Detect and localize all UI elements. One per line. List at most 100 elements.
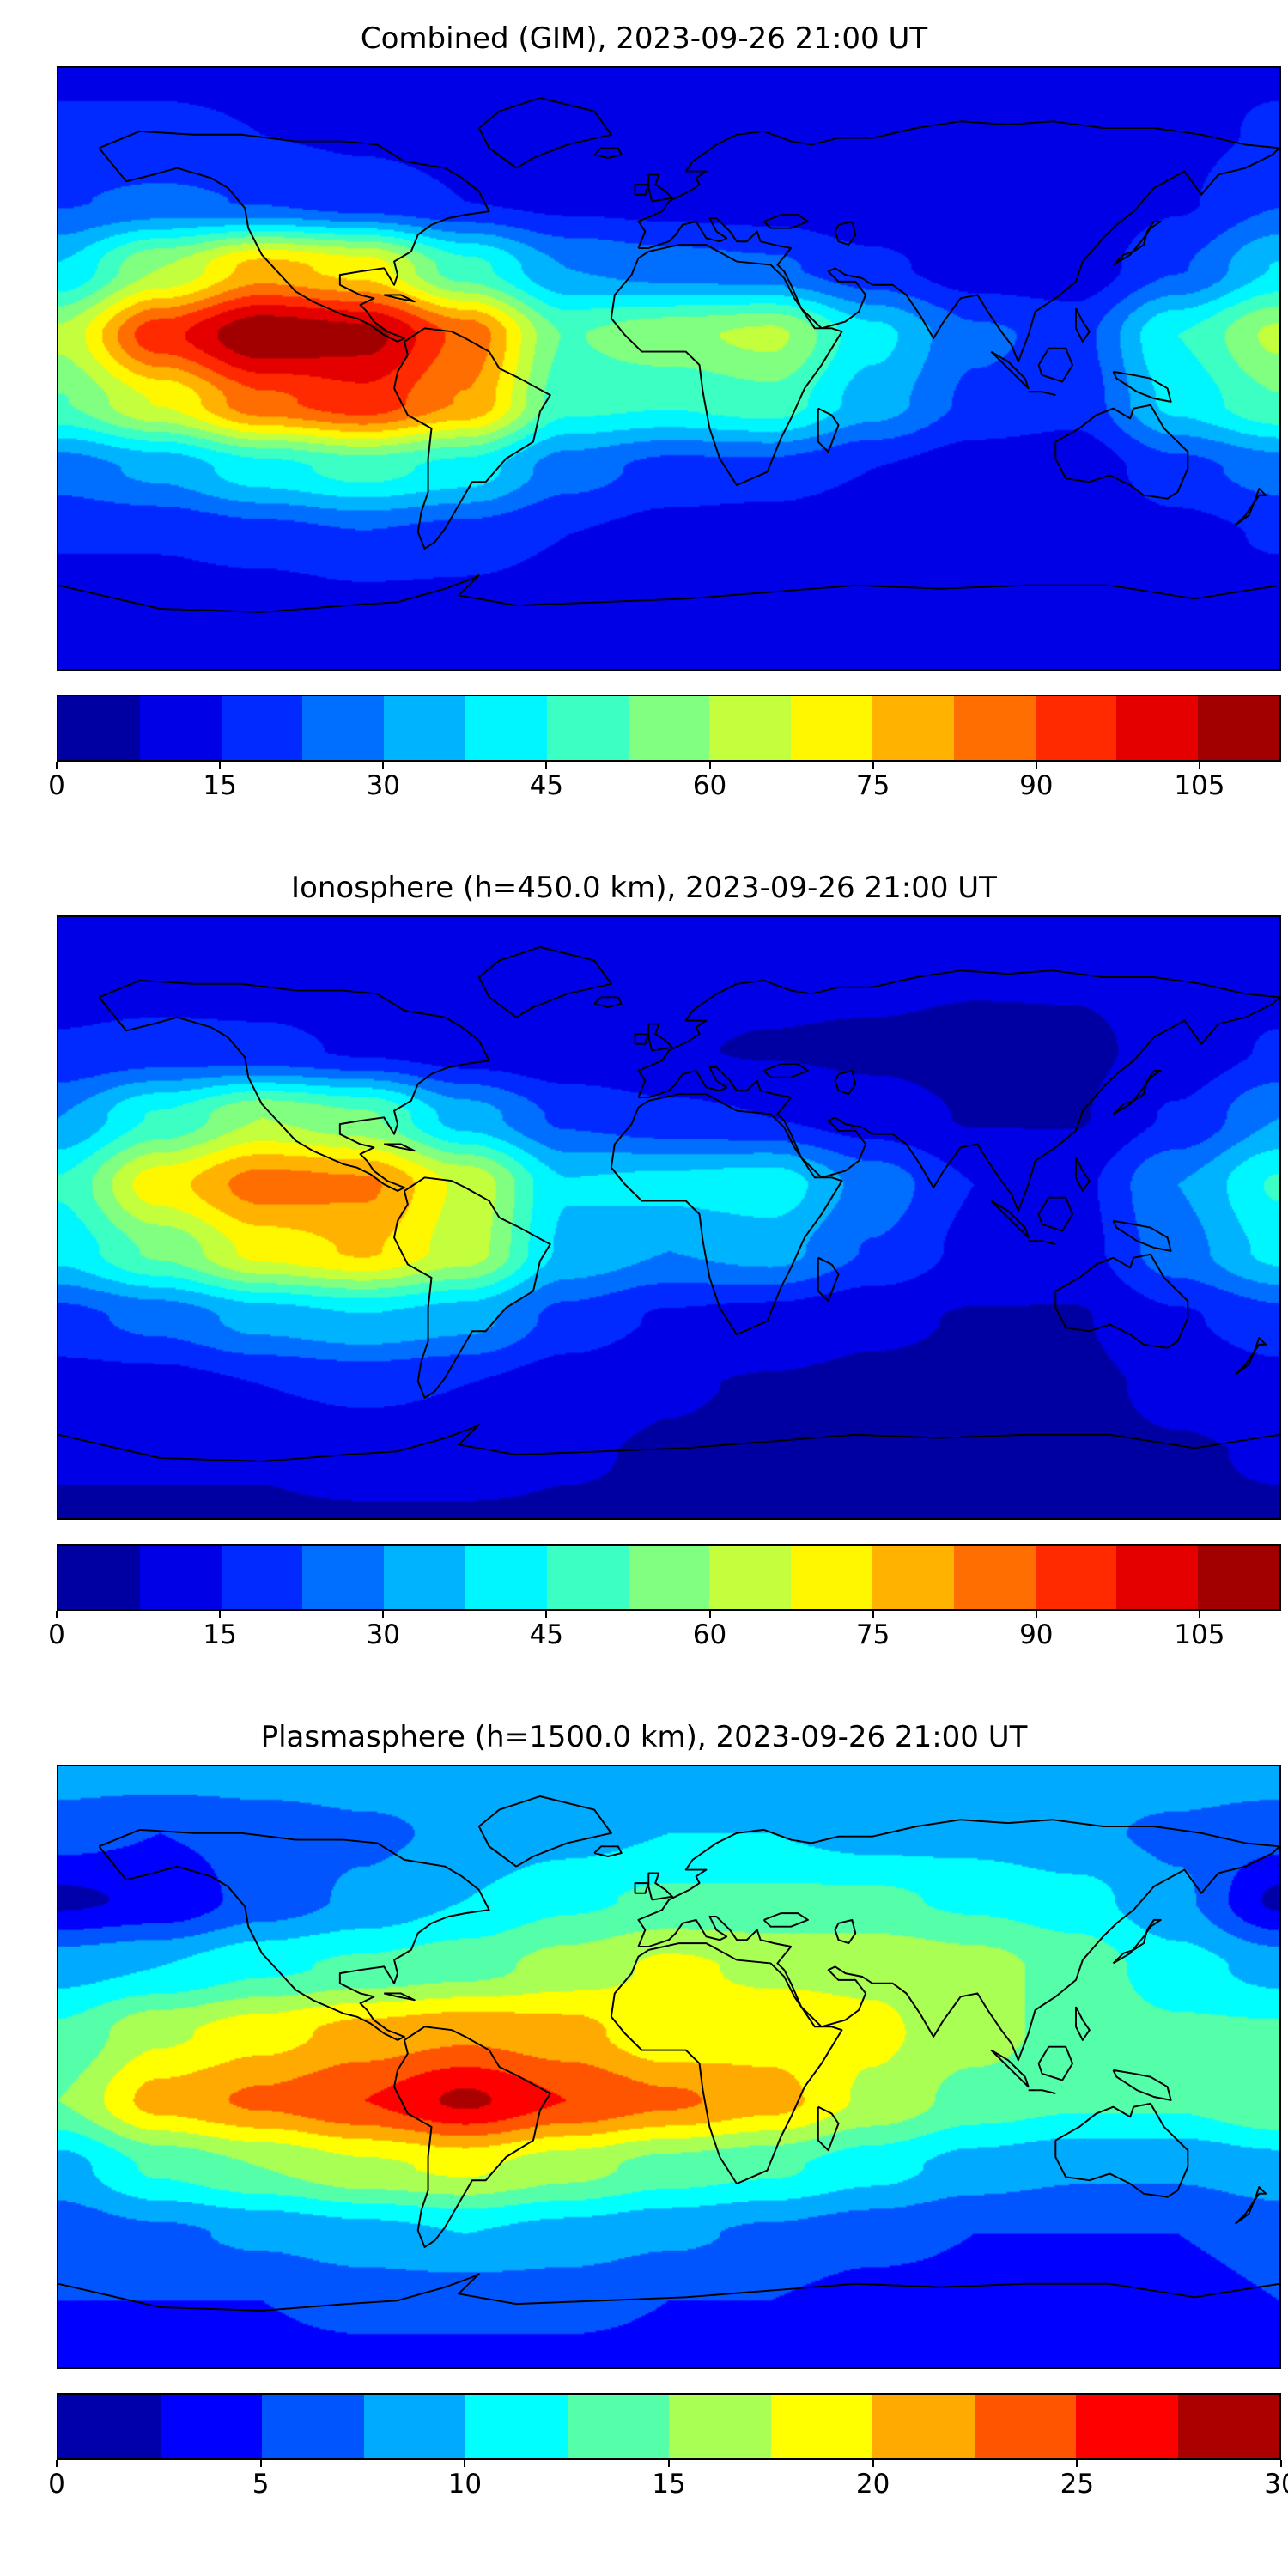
colorbar-segment [384,696,465,761]
coastlines [58,946,1279,1463]
colorbar-tick-mark [219,1611,222,1619]
colorbar-tick-label: 75 [855,1619,890,1651]
colorbar-segment [1198,1546,1279,1610]
colorbar-ionosphere: 0 15 30 45 60 75 90 105 [48,1544,1281,1654]
panel-ionosphere: Ionosphere (h=450.0 km), 2023-09-26 21:0… [0,871,1288,1654]
colorbar-tick-label: 75 [855,770,890,802]
panel-title-combined: Combined (GIM), 2023-09-26 21:00 UT [360,21,928,56]
colorbar-tick-label: 0 [48,1619,65,1651]
colorbar-tick-mark [1198,1611,1200,1619]
colorbar-segment [139,1546,222,1610]
colorbar-tick-label: 15 [203,1619,237,1651]
colorbar-tick-label: 60 [692,770,727,802]
colorbar-tick-label: 0 [48,2469,65,2500]
colorbar-segment [465,2395,568,2459]
colorbar-tick-label: 30 [1264,2469,1288,2500]
coastline-overlay [58,946,1279,1463]
colorbar-segment [465,1546,547,1610]
colorbar-tick-label: 45 [529,770,564,802]
colorbar-segment [302,1546,385,1610]
colorbar-segment [1116,1546,1199,1610]
colorbar-tick-mark [872,2460,874,2468]
colorbar-tick-mark [1198,762,1200,769]
panel-plasmasphere: Plasmasphere (h=1500.0 km), 2023-09-26 2… [0,1721,1288,2503]
colorbar-segment [262,2395,364,2459]
coastline-overlay [58,97,1279,613]
colorbar-tick-mark [668,2460,670,2468]
colorbar-segment [58,1546,140,1610]
colorbar-tick-mark [545,762,548,769]
colorbar-segment [628,1546,710,1610]
colorbar-tick-label: 5 [252,2469,270,2500]
colorbar-segment [628,696,710,761]
colorbar-gradient [57,2393,1281,2461]
colorbar-segment [872,696,954,761]
colorbar-tick-mark [1035,1611,1037,1619]
colorbar-tick-label: 15 [652,2469,686,2500]
colorbar-segment [139,696,222,761]
panel-title-plasmasphere: Plasmasphere (h=1500.0 km), 2023-09-26 2… [260,1720,1028,1755]
map-plasmasphere [57,1765,1281,2370]
colorbar-segment [953,1546,1036,1610]
colorbar-gradient [57,1544,1281,1612]
colorbar-segment [709,1546,792,1610]
panel-combined-gim: Combined (GIM), 2023-09-26 21:00 UT 0 15 3… [0,21,1288,805]
colorbar-tick-mark [464,2460,466,2468]
colorbar-tick-label: 15 [203,770,237,802]
colorbar-tick-label: 30 [366,1619,400,1651]
map-ionosphere [57,915,1281,1521]
colorbar-tick-mark [382,1611,385,1619]
colorbar-tick-mark [219,762,222,769]
colorbar-tick-label: 0 [48,770,65,802]
colorbar-segment [1198,696,1279,761]
colorbar-segment [770,2395,872,2459]
colorbar-tick-mark [56,2460,58,2468]
colorbar-segment [872,2395,975,2459]
colorbar-segment [221,1546,303,1610]
colorbar-segment [160,2395,262,2459]
colorbar-tick-row: 0 15 30 45 60 75 90 105 [48,762,1281,805]
colorbar-segment [669,2395,771,2459]
colorbar-segment [567,2395,669,2459]
colorbar-tick-label: 20 [855,2469,890,2500]
colorbar-segment [58,696,140,761]
colorbar-tick-row: 0 15 30 45 60 75 90 105 [48,1611,1281,1654]
colorbar-segment [221,696,303,761]
colorbar-tick-label: 90 [1019,1619,1054,1651]
colorbar-tick-label: 105 [1174,1619,1225,1651]
colorbar-segment [791,1546,872,1610]
colorbar-tick-mark [545,1611,548,1619]
panel-title-ionosphere: Ionosphere (h=450.0 km), 2023-09-26 21:0… [291,871,997,906]
colorbar-segment [709,696,792,761]
coastline-overlay [58,1795,1279,2312]
colorbar-tick-label: 10 [447,2469,483,2500]
colorbar-gradient [57,695,1281,762]
colorbar-tick-mark [56,762,58,769]
colorbar-segment [363,2395,465,2459]
colorbar-tick-mark [1280,2460,1282,2468]
colorbar-segment [1177,2395,1279,2459]
tec-heatmap-canvas [58,917,1279,1519]
colorbar-tick-label: 60 [692,1619,727,1651]
colorbar-tick-label: 45 [529,1619,564,1651]
colorbar-tick-mark [382,762,385,769]
colorbar-tick-mark [56,1611,58,1619]
colorbar-tick-label: 30 [366,770,400,802]
colorbar-segment [872,1546,954,1610]
coastlines [58,1795,1279,2312]
colorbar-tick-mark [1076,2460,1078,2468]
colorbar-segment [1116,696,1199,761]
colorbar-tick-row: 0 5 10 15 20 25 30 [48,2460,1288,2503]
tec-heatmap-canvas [58,1766,1279,2368]
colorbar-segment [302,696,385,761]
colorbar-segment [546,1546,629,1610]
colorbar-tick-mark [1035,762,1037,769]
colorbar-segment [974,2395,1076,2459]
colorbar-combined: 0 15 30 45 60 75 90 105 [48,695,1281,805]
colorbar-tick-label: 90 [1019,770,1054,802]
colorbar-tick-mark [872,762,874,769]
colorbar-segment [384,1546,465,1610]
colorbar-segment [1076,2395,1178,2459]
colorbar-tick-mark [259,2460,262,2468]
colorbar-tick-mark [708,762,711,769]
